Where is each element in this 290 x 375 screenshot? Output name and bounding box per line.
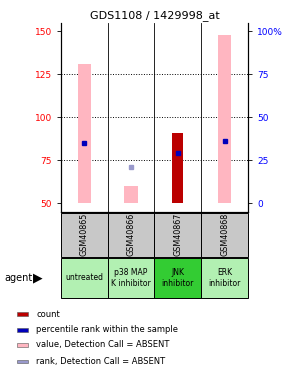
Bar [108, 213, 154, 257]
Bar [61, 213, 108, 257]
Text: GSM40866: GSM40866 [126, 213, 135, 256]
Bar [108, 258, 154, 298]
Text: JNK
inhibitor: JNK inhibitor [162, 268, 194, 288]
Text: value, Detection Call = ABSENT: value, Detection Call = ABSENT [36, 340, 170, 350]
Title: GDS1108 / 1429998_at: GDS1108 / 1429998_at [90, 10, 219, 21]
Text: GSM40865: GSM40865 [80, 213, 89, 256]
Bar [172, 133, 183, 203]
Bar [61, 258, 108, 298]
Text: count: count [36, 310, 60, 319]
Text: agent: agent [4, 273, 32, 283]
Bar [124, 186, 137, 203]
Bar [154, 258, 201, 298]
Text: ▶: ▶ [33, 272, 43, 284]
Bar [201, 213, 248, 257]
Text: GSM40868: GSM40868 [220, 213, 229, 256]
Text: untreated: untreated [65, 273, 103, 282]
Bar [154, 213, 201, 257]
Text: rank, Detection Call = ABSENT: rank, Detection Call = ABSENT [36, 357, 165, 366]
Text: p38 MAP
K inhibitor: p38 MAP K inhibitor [111, 268, 151, 288]
Bar [78, 64, 91, 203]
Bar [17, 343, 28, 347]
Text: ERK
inhibitor: ERK inhibitor [209, 268, 241, 288]
Bar [218, 34, 231, 203]
Text: GSM40867: GSM40867 [173, 213, 182, 256]
Bar [17, 328, 28, 332]
Bar [201, 258, 248, 298]
Bar [17, 360, 28, 363]
Bar [17, 312, 28, 316]
Text: percentile rank within the sample: percentile rank within the sample [36, 325, 178, 334]
